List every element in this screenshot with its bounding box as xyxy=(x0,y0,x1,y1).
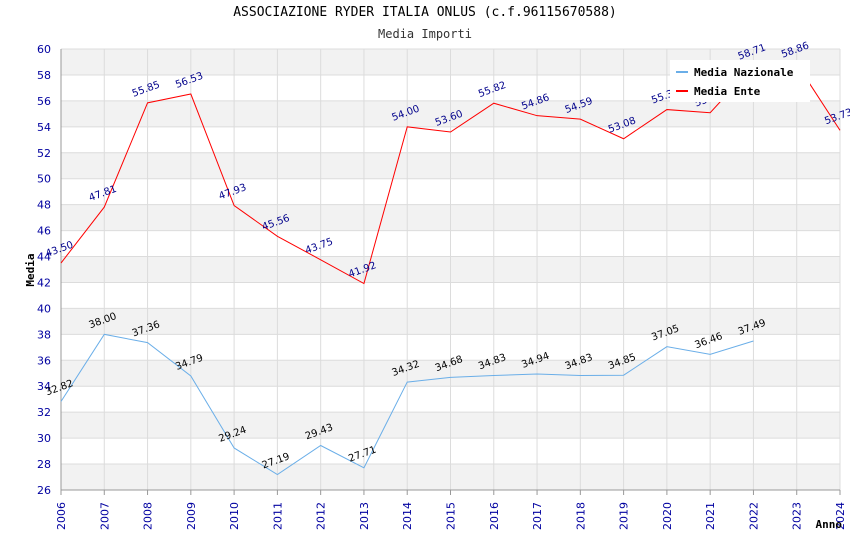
y-tick-label: 46 xyxy=(37,225,51,238)
data-label: 55.85 xyxy=(131,80,162,100)
x-tick-label: 2024 xyxy=(834,502,847,530)
data-label: 47.93 xyxy=(217,182,248,202)
y-tick-label: 34 xyxy=(37,380,51,393)
y-tick-label: 32 xyxy=(37,406,51,419)
series-line-0 xyxy=(60,333,754,476)
x-tick-label: 2017 xyxy=(531,502,544,530)
y-tick-label: 28 xyxy=(37,458,51,471)
series-line-1 xyxy=(60,63,841,285)
y-tick-label: 50 xyxy=(37,173,51,186)
x-tick-label: 2007 xyxy=(98,502,111,530)
x-tick-label: 2016 xyxy=(488,502,501,530)
y-tick-label: 52 xyxy=(37,147,51,160)
x-tick-label: 2014 xyxy=(401,502,414,530)
data-label: 43.75 xyxy=(304,236,335,256)
x-tick-label: 2010 xyxy=(228,502,241,530)
data-label: 55.82 xyxy=(477,80,508,100)
data-label: 27.71 xyxy=(347,445,378,465)
x-tick-label: 2012 xyxy=(315,502,328,530)
legend-item-label: Media Ente xyxy=(694,85,761,98)
y-tick-label: 54 xyxy=(37,121,51,134)
x-tick-label: 2023 xyxy=(791,502,804,530)
y-tick-label: 56 xyxy=(37,95,51,108)
x-tick-label: 2020 xyxy=(661,502,674,530)
chart-title: ASSOCIAZIONE RYDER ITALIA ONLUS (c.f.961… xyxy=(233,5,617,20)
y-tick-label: 26 xyxy=(37,484,51,497)
y-tick-label: 36 xyxy=(37,354,51,367)
y-tick-label: 48 xyxy=(37,199,51,212)
data-label: 47.81 xyxy=(88,184,119,204)
y-tick-label: 30 xyxy=(37,432,51,445)
y-axis-label: Media xyxy=(24,253,37,286)
y-tick-label: 58 xyxy=(37,69,51,82)
x-tick-label: 2021 xyxy=(704,502,717,530)
x-axis-label: Anno xyxy=(816,518,843,531)
y-tick-label: 42 xyxy=(37,276,51,289)
legend-box xyxy=(670,60,810,102)
x-tick-label: 2011 xyxy=(271,502,284,530)
x-tick-label: 2006 xyxy=(55,502,68,530)
y-tick-label: 38 xyxy=(37,328,51,341)
x-tick-label: 2009 xyxy=(185,502,198,530)
legend-item-label: Media Nazionale xyxy=(694,66,794,79)
x-tick-label: 2015 xyxy=(445,502,458,530)
x-tick-label: 2019 xyxy=(618,502,631,530)
x-tick-label: 2018 xyxy=(574,502,587,530)
y-tick-label: 44 xyxy=(37,251,51,264)
y-tick-label: 60 xyxy=(37,43,51,56)
y-tick-label: 40 xyxy=(37,302,51,315)
x-tick-label: 2008 xyxy=(142,502,155,530)
x-tick-label: 2013 xyxy=(358,502,371,530)
chart-subtitle: Media Importi xyxy=(378,27,472,41)
x-tick-label: 2022 xyxy=(747,502,760,530)
